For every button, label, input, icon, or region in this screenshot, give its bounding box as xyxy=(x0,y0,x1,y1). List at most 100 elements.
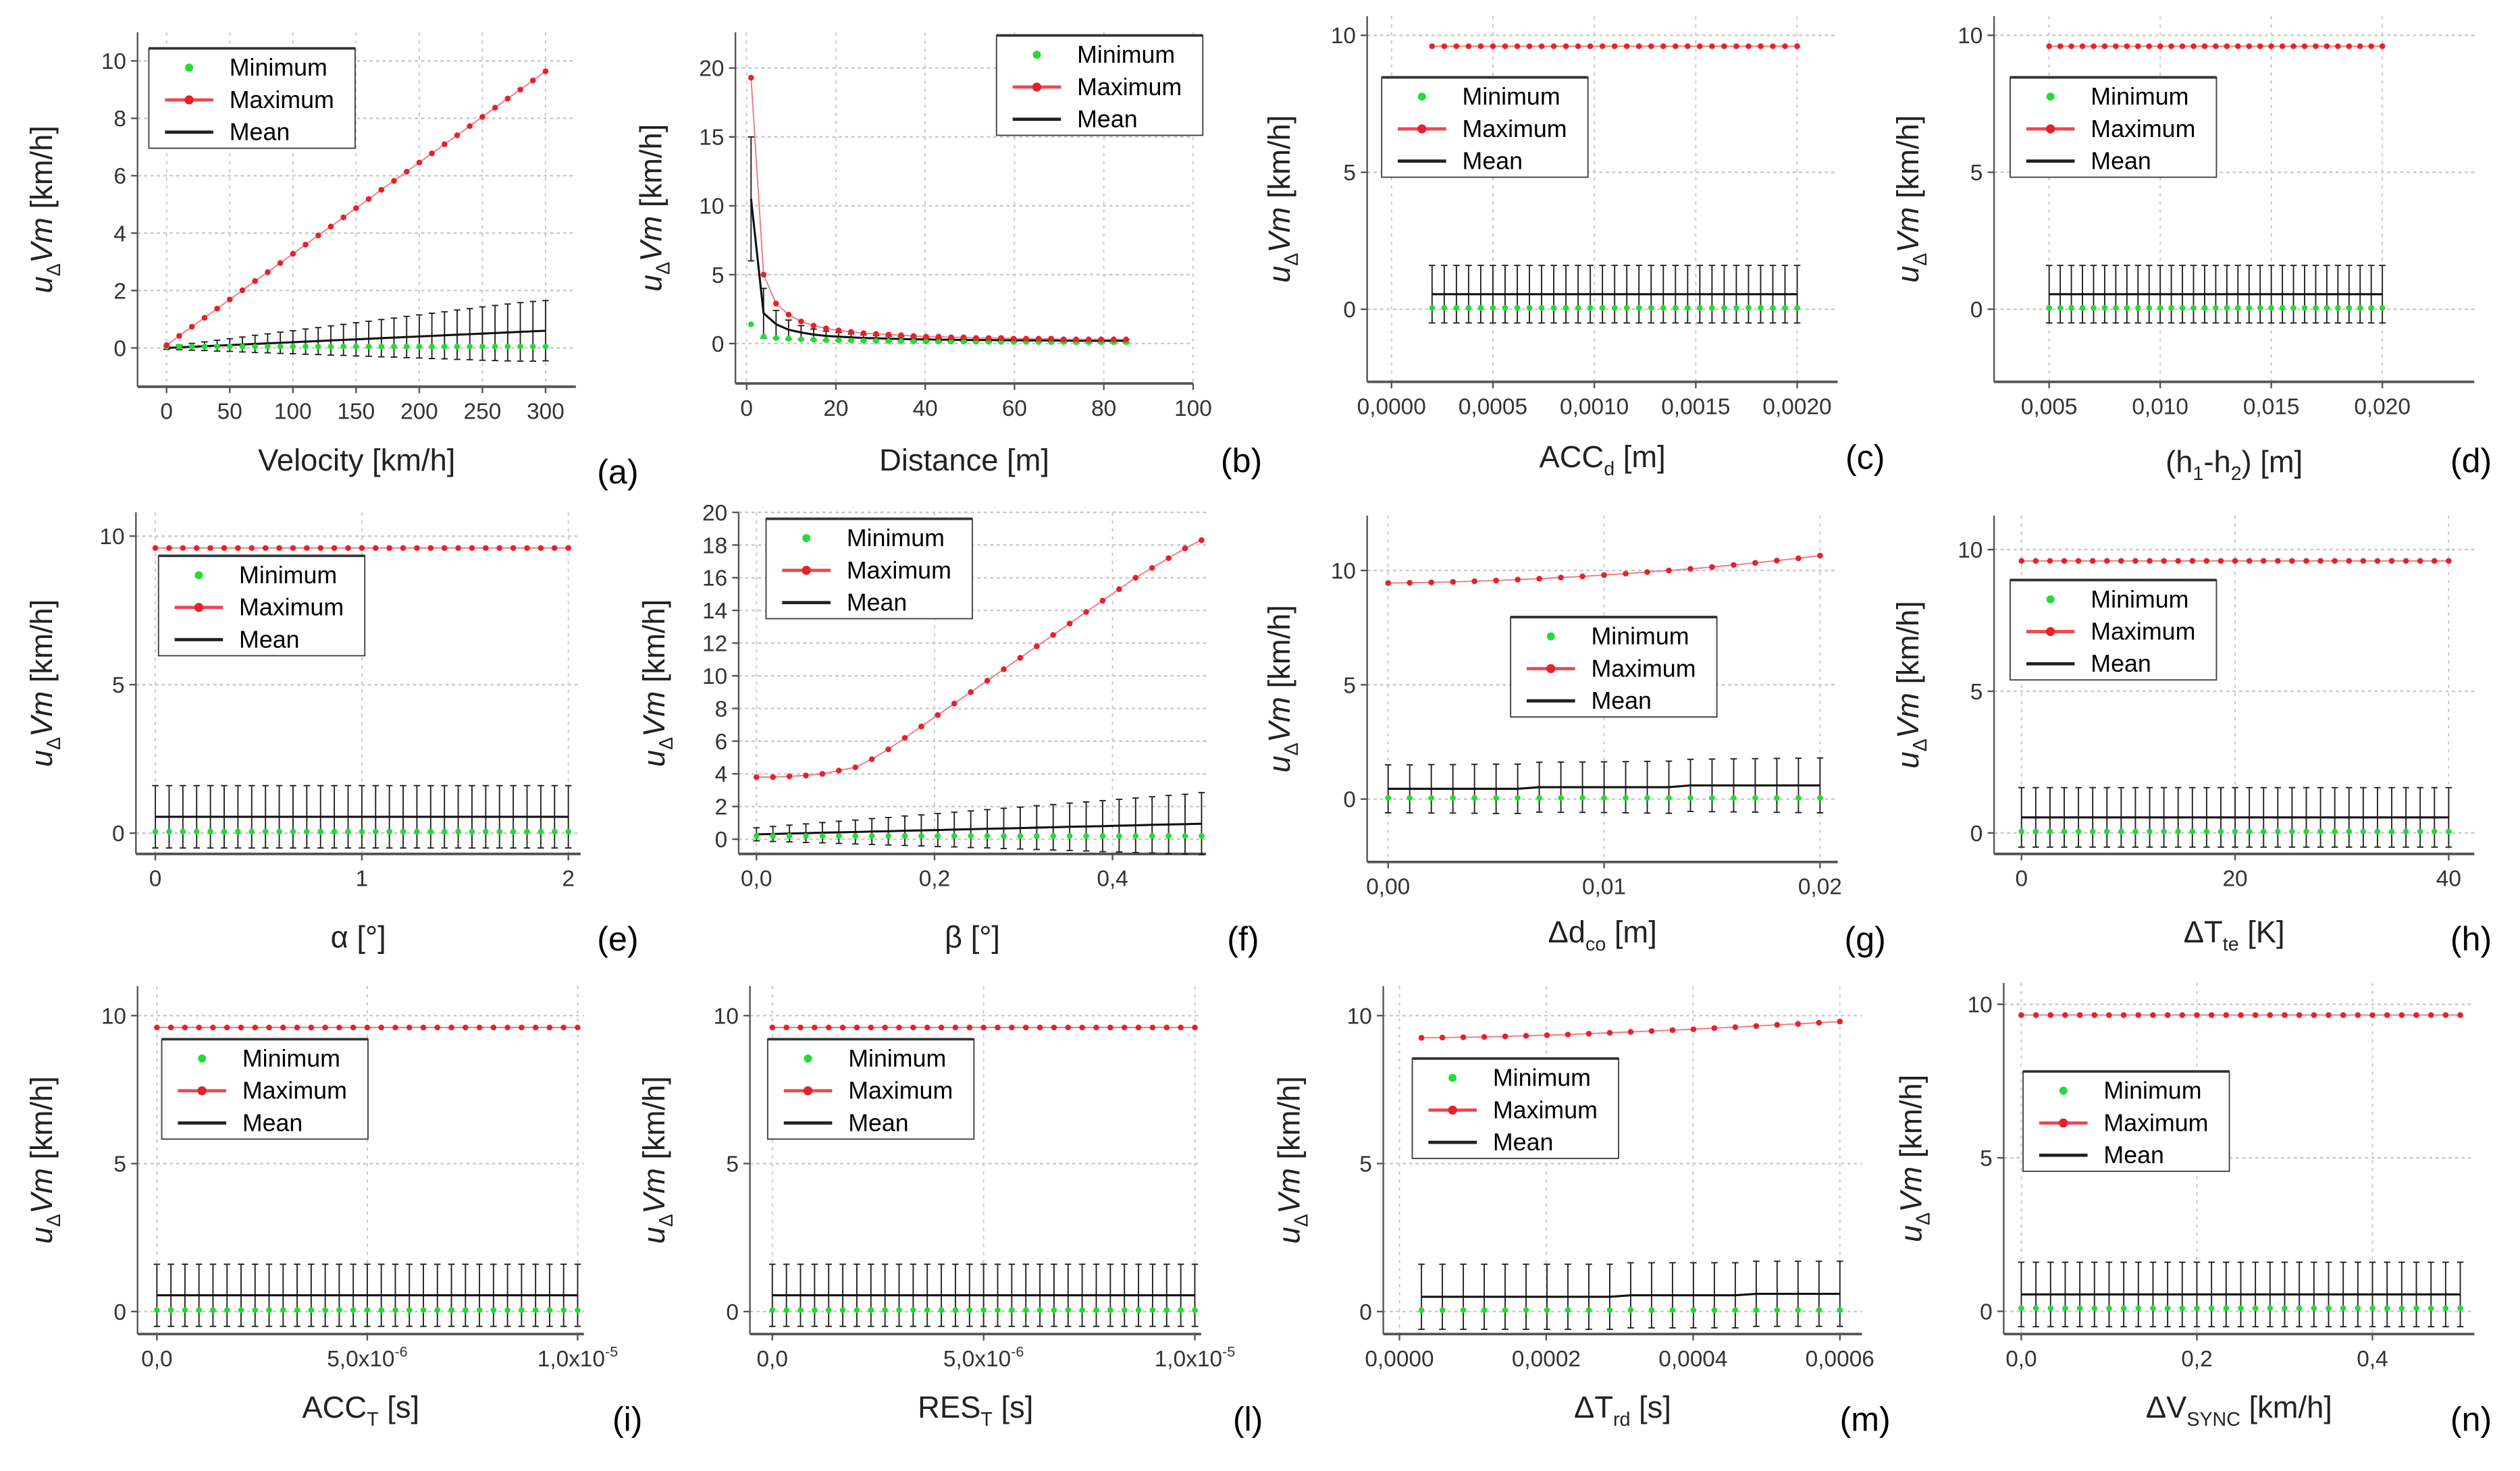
y-tick-label: 10 xyxy=(99,525,124,550)
min-point xyxy=(2079,304,2086,311)
max-point xyxy=(1098,336,1105,343)
max-point xyxy=(2062,1012,2068,1018)
max-point xyxy=(336,1024,342,1031)
max-point xyxy=(252,278,258,284)
min-point xyxy=(1794,304,1800,311)
min-point xyxy=(852,832,859,839)
min-point xyxy=(910,1307,916,1313)
y-tick-label: 0 xyxy=(113,336,126,361)
legend-min-marker xyxy=(1417,92,1426,101)
x-tick-label-text: 0,01 xyxy=(1582,875,1626,900)
y-tick-label: 5 xyxy=(1980,1146,1993,1171)
max-point xyxy=(1635,43,1642,49)
y-label-unit: [km/h] xyxy=(1262,115,1296,207)
min-point xyxy=(968,832,974,839)
min-point xyxy=(467,343,473,350)
y-label-u: u xyxy=(24,750,59,767)
min-point xyxy=(860,338,867,344)
legend-label-mean: Mean xyxy=(848,1109,909,1136)
panel-label: (g) xyxy=(1845,920,1886,958)
x-tick-label-text: 0,020 xyxy=(2354,394,2411,419)
max-point xyxy=(2267,1012,2274,1018)
min-point xyxy=(188,343,195,350)
max-line xyxy=(756,539,1202,778)
x-tick-label: 0,0002 xyxy=(1512,1347,1581,1372)
min-point xyxy=(1731,795,1737,801)
min-point xyxy=(835,337,842,344)
x-tick-label: 0,0 xyxy=(741,867,772,892)
max-point xyxy=(1526,43,1533,49)
max-point xyxy=(2124,43,2130,49)
min-point xyxy=(331,828,338,835)
y-tick-label: 10 xyxy=(1968,993,1993,1018)
max-point xyxy=(565,545,571,552)
min-point xyxy=(448,1307,454,1313)
x-axis-label: β [°] xyxy=(945,919,1000,954)
max-point xyxy=(210,1024,216,1031)
min-point xyxy=(416,343,423,350)
max-point xyxy=(910,333,917,339)
min-point xyxy=(2208,1305,2215,1312)
max-point xyxy=(998,335,1004,341)
max-point xyxy=(2417,558,2423,564)
max-point xyxy=(1770,43,1776,49)
max-point xyxy=(885,746,891,753)
legend-max-marker xyxy=(1546,664,1556,674)
min-point xyxy=(1385,795,1392,801)
min-point xyxy=(154,1307,160,1313)
min-point xyxy=(529,343,536,350)
max-point xyxy=(2282,1012,2288,1018)
max-point xyxy=(1035,336,1042,342)
y-tick-label: 0 xyxy=(1343,788,1356,813)
max-point xyxy=(924,1024,930,1031)
min-point xyxy=(1816,1307,1822,1313)
min-point xyxy=(1753,1307,1760,1313)
y-label-unit: [km/h] xyxy=(637,599,671,691)
min-point xyxy=(2427,1305,2434,1312)
min-point xyxy=(2113,304,2119,311)
min-point xyxy=(167,1307,174,1313)
max-point xyxy=(2313,43,2319,49)
min-point xyxy=(2132,828,2138,835)
min-point xyxy=(2431,828,2438,835)
x-tick-label-text: 0,0002 xyxy=(1512,1347,1581,1372)
legend-label-mean: Mean xyxy=(847,589,908,616)
x-tick-label-text: 200 xyxy=(400,400,438,425)
max-point xyxy=(1544,1032,1550,1038)
max-point xyxy=(985,335,992,341)
legend-label-min: Minimum xyxy=(2091,83,2188,110)
x-tick-label-text: 0,0020 xyxy=(1762,394,1831,419)
max-point xyxy=(1099,597,1106,604)
max-point xyxy=(176,333,182,339)
max-point xyxy=(1816,1019,1822,1026)
max-point xyxy=(372,545,379,552)
x-tick-label-text: 0,02 xyxy=(1798,875,1842,900)
x-tick-label-text: 0,0 xyxy=(757,1347,788,1372)
max-point xyxy=(2190,43,2197,49)
x-label-text: [km/h] xyxy=(2240,1390,2332,1424)
y-tick-label: 14 xyxy=(702,599,727,624)
x-label-text: β [°] xyxy=(945,919,1000,954)
max-point xyxy=(960,334,967,340)
x-tick-label-text: 0,4 xyxy=(2357,1347,2388,1372)
min-point xyxy=(504,1307,510,1313)
min-point xyxy=(1017,832,1024,839)
y-tick-label: 10 xyxy=(1331,24,1356,49)
max-point xyxy=(2317,558,2324,564)
max-point xyxy=(2368,43,2374,49)
y-tick-label: 16 xyxy=(702,566,727,591)
x-tick-label: 0,0004 xyxy=(1658,1347,1727,1372)
max-point xyxy=(1149,1024,1156,1031)
x-tick-label-text: 1 xyxy=(356,867,369,892)
max-point xyxy=(2103,558,2110,564)
max-point xyxy=(448,1024,454,1031)
min-point xyxy=(1732,1307,1739,1313)
max-point xyxy=(873,331,879,337)
panel-label: (l) xyxy=(1233,1400,1263,1438)
min-point xyxy=(2061,828,2068,835)
y-label-unit: [km/h] xyxy=(24,1076,59,1168)
min-point xyxy=(1135,1307,1142,1313)
min-point xyxy=(1079,1307,1085,1313)
x-label-subscript: T xyxy=(367,1409,379,1430)
min-point xyxy=(2134,304,2141,311)
